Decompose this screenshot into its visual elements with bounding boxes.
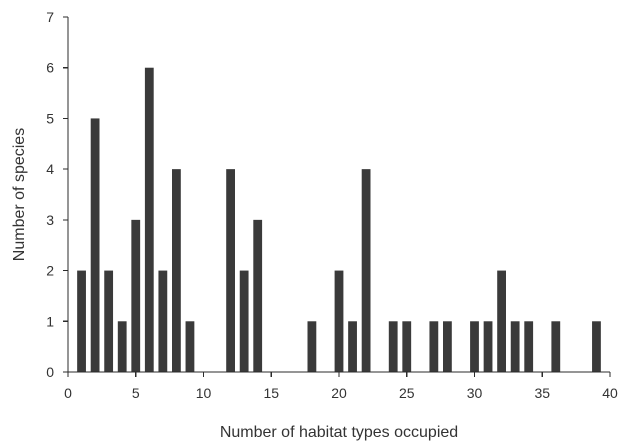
- bar-x-6: [144, 67, 154, 373]
- x-axis-title: Number of habitat types occupied: [220, 424, 458, 441]
- y-tick-label-1: 1: [46, 313, 54, 329]
- bar-x-24: [388, 321, 398, 372]
- bar-x-34: [524, 321, 534, 372]
- bar-x-12: [226, 169, 235, 372]
- x-tick-label-40: 40: [602, 385, 618, 401]
- bar-x-9: [185, 321, 195, 372]
- y-tick-label-3: 3: [46, 212, 54, 228]
- x-tick-label-30: 30: [467, 385, 483, 401]
- bar-x-33: [510, 321, 520, 372]
- y-axis: 0 1 2 3 4 5 6 7: [46, 9, 69, 380]
- y-tick-label-7: 7: [46, 9, 54, 25]
- y-tick-label-0: 0: [46, 364, 54, 380]
- bar-x-21: [348, 321, 357, 372]
- x-tick-label-0: 0: [64, 385, 72, 401]
- bar-x-27: [429, 321, 439, 372]
- x-tick-label-35: 35: [534, 385, 550, 401]
- bar-x-22: [361, 169, 371, 372]
- y-tick-label-6: 6: [46, 60, 54, 76]
- x-tick-label-15: 15: [263, 385, 279, 401]
- x-tick-label-10: 10: [196, 385, 212, 401]
- bar-x-8: [172, 169, 181, 372]
- bar-x-18: [307, 321, 317, 372]
- x-tick-label-25: 25: [399, 385, 415, 401]
- bar-x-32: [497, 270, 506, 372]
- bar-x-20: [334, 270, 344, 372]
- bar-x-7: [158, 270, 168, 372]
- bar-x-14: [253, 219, 263, 372]
- y-tick-label-2: 2: [46, 263, 54, 279]
- x-tick-label-5: 5: [132, 385, 140, 401]
- bar-x-3: [104, 270, 114, 372]
- y-axis-title: Number of species: [11, 128, 28, 261]
- bar-x-30: [470, 321, 479, 372]
- bar-x-2: [90, 118, 100, 373]
- bar-x-28: [443, 321, 452, 372]
- y-tick-label-4: 4: [46, 161, 54, 177]
- bar-x-25: [402, 321, 412, 372]
- bars-group: [77, 67, 601, 373]
- bar-x-4: [117, 321, 127, 372]
- bar-x-36: [551, 321, 561, 372]
- bar-x-5: [131, 219, 141, 372]
- x-axis: 0 5 10 15 20 25 30 35 40: [64, 371, 618, 401]
- bar-x-31: [483, 321, 493, 372]
- bar-x-39: [592, 321, 601, 372]
- bar-x-13: [239, 270, 249, 372]
- y-tick-label-5: 5: [46, 110, 54, 126]
- bar-x-1: [77, 270, 86, 372]
- x-tick-label-20: 20: [331, 385, 347, 401]
